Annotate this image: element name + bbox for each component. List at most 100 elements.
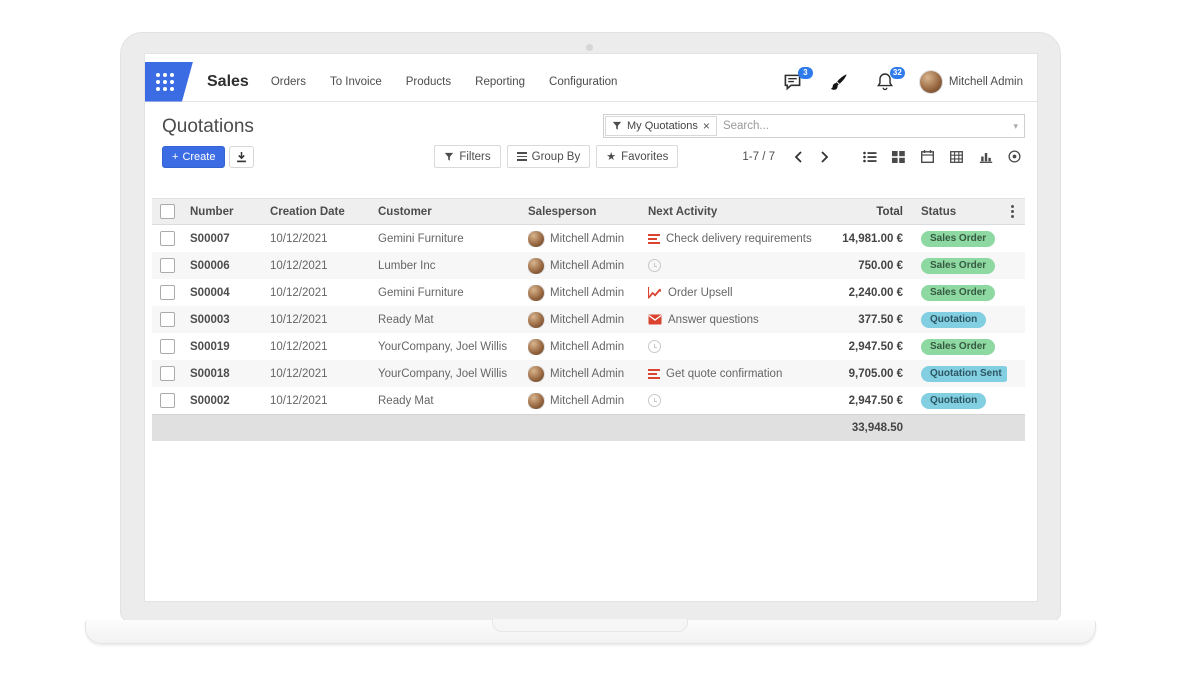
favorites-button[interactable]: ★ Favorites — [596, 145, 679, 168]
row-checkbox[interactable] — [159, 231, 175, 246]
cell-number: S00018 — [190, 367, 230, 380]
header-total[interactable]: Total — [876, 205, 903, 218]
row-checkbox[interactable] — [159, 393, 175, 408]
cell-customer: YourCompany, Joel Willis — [378, 367, 508, 380]
table-row[interactable]: S00002 10/12/2021 Ready Mat Mitchell Adm… — [152, 387, 1025, 414]
menu-orders[interactable]: Orders — [270, 75, 306, 88]
table-row[interactable]: S00004 10/12/2021 Gemini Furniture Mitch… — [152, 279, 1025, 306]
clock-icon[interactable] — [648, 394, 661, 407]
pivot-view-icon[interactable] — [946, 146, 967, 167]
download-icon — [237, 151, 247, 162]
calendar-view-icon[interactable] — [917, 146, 938, 167]
filters-button[interactable]: Filters — [434, 145, 501, 168]
table-row[interactable]: S00006 10/12/2021 Lumber Inc Mitchell Ad… — [152, 252, 1025, 279]
cell-customer: Ready Mat — [378, 394, 434, 407]
facet-remove-icon[interactable]: × — [702, 119, 710, 133]
group-by-button[interactable]: Group By — [506, 145, 591, 168]
star-icon: ★ — [606, 151, 617, 163]
filter-funnel-icon — [445, 152, 454, 161]
footer-total: 33,948.50 — [851, 422, 903, 434]
pager-text: 1-7 / 7 — [742, 150, 775, 163]
facet-label: My Quotations — [627, 120, 698, 132]
status-badge: Quotation — [921, 311, 987, 328]
messages-count-badge: 3 — [797, 66, 813, 79]
row-checkbox[interactable] — [159, 339, 175, 354]
create-button[interactable]: + Create — [162, 145, 226, 168]
header-salesperson[interactable]: Salesperson — [528, 205, 597, 218]
cell-salesperson: Mitchell Admin — [550, 313, 625, 326]
header-creation-date[interactable]: Creation Date — [270, 205, 345, 218]
cell-total: 2,947.50 € — [848, 340, 903, 353]
cell-salesperson: Mitchell Admin — [550, 286, 625, 299]
row-checkbox[interactable] — [159, 366, 175, 381]
cell-total: 750.00 € — [858, 259, 903, 272]
search-dropdown-caret-icon[interactable]: ▾ — [1013, 120, 1018, 131]
list-view-icon[interactable] — [859, 146, 880, 167]
table-footer-row: 33,948.50 — [152, 414, 1025, 441]
row-checkbox[interactable] — [159, 312, 175, 327]
status-badge: Sales Order — [921, 284, 996, 301]
header-customer[interactable]: Customer — [378, 205, 432, 218]
select-all-checkbox[interactable] — [159, 204, 175, 219]
menu-to-invoice[interactable]: To Invoice — [329, 75, 382, 88]
header-next-activity[interactable]: Next Activity — [648, 205, 718, 218]
cell-salesperson: Mitchell Admin — [550, 367, 625, 380]
cell-activity: Get quote confirmation — [666, 367, 783, 380]
search-input[interactable] — [716, 120, 1014, 132]
status-badge: Quotation — [921, 392, 987, 409]
messages-icon[interactable]: 3 — [782, 66, 813, 93]
plus-icon: + — [172, 150, 179, 163]
filters-label: Filters — [459, 150, 491, 163]
menu-products[interactable]: Products — [405, 75, 452, 88]
clock-icon[interactable] — [648, 340, 661, 353]
apps-grid-icon[interactable] — [145, 62, 193, 102]
header-status[interactable]: Status — [921, 205, 957, 218]
clock-icon[interactable] — [648, 259, 661, 272]
cell-customer: Gemini Furniture — [378, 286, 464, 299]
cell-date: 10/12/2021 — [270, 313, 328, 326]
cell-customer: Lumber Inc — [378, 259, 436, 272]
header-number[interactable]: Number — [190, 205, 234, 218]
graph-view-icon[interactable] — [975, 146, 996, 167]
filter-funnel-icon — [612, 121, 622, 130]
envelope-icon — [648, 314, 662, 325]
table-row[interactable]: S00003 10/12/2021 Ready Mat Mitchell Adm… — [152, 306, 1025, 333]
cell-number: S00019 — [190, 340, 230, 353]
search-bar[interactable]: My Quotations × ▾ — [603, 114, 1025, 138]
line-chart-icon — [648, 286, 661, 298]
salesperson-avatar — [528, 284, 544, 301]
salesperson-avatar — [528, 311, 544, 328]
export-button[interactable] — [229, 145, 255, 168]
row-checkbox[interactable] — [159, 285, 175, 300]
cell-total: 377.50 € — [858, 313, 903, 326]
favorites-label: Favorites — [621, 150, 669, 163]
search-facet[interactable]: My Quotations × — [605, 116, 717, 136]
notifications-bell-icon[interactable]: 32 — [874, 66, 905, 93]
app-name[interactable]: Sales — [207, 72, 249, 90]
laptop-base — [85, 619, 1096, 644]
table-row[interactable]: S00019 10/12/2021 YourCompany, Joel Will… — [152, 333, 1025, 360]
row-checkbox[interactable] — [159, 258, 175, 273]
menu-configuration[interactable]: Configuration — [549, 75, 618, 88]
status-badge: Quotation Sent — [921, 365, 1007, 382]
app-screen: Sales Orders To Invoice Products Reporti… — [145, 54, 1037, 601]
pager-next-button[interactable] — [811, 145, 837, 168]
kanban-view-icon[interactable] — [888, 146, 909, 167]
activity-view-icon[interactable] — [1004, 146, 1025, 167]
paintbrush-icon[interactable] — [828, 71, 850, 93]
main-content: Quotations My Quotations × ▾ + Create — [145, 114, 1037, 441]
menu-reporting[interactable]: Reporting — [475, 75, 526, 88]
laptop-base-notch — [492, 619, 688, 632]
activity-list-icon — [648, 368, 660, 379]
table-row[interactable]: S00007 10/12/2021 Gemini Furniture Mitch… — [152, 225, 1025, 252]
salesperson-avatar — [528, 230, 544, 247]
salesperson-avatar — [528, 392, 544, 409]
navbar-right: 3 32 Mitchell Admin — [782, 66, 1037, 93]
user-menu[interactable]: Mitchell Admin — [919, 70, 1023, 93]
optional-columns-icon[interactable] — [1007, 205, 1017, 218]
group-by-icon — [516, 152, 527, 161]
table-row[interactable]: S00018 10/12/2021 YourCompany, Joel Will… — [152, 360, 1025, 387]
salesperson-avatar — [528, 257, 544, 274]
status-badge: Sales Order — [921, 230, 996, 247]
pager-previous-button[interactable] — [785, 145, 811, 168]
